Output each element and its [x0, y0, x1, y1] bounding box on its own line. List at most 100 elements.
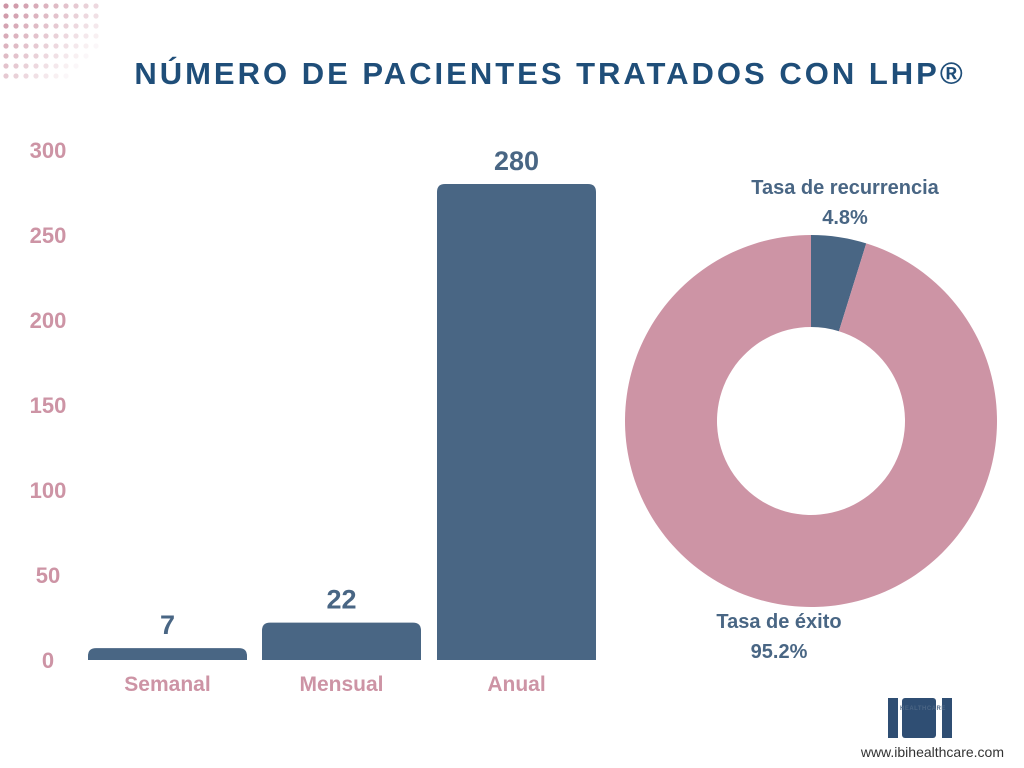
logo-subtext: HEALTHCARE: [900, 706, 946, 712]
decorative-dot: [3, 23, 9, 29]
decorative-dot: [83, 13, 89, 19]
bar-value-label: 22: [326, 585, 356, 615]
bar-anual: [437, 184, 596, 660]
decorative-dot: [33, 53, 39, 59]
decorative-dot: [3, 73, 9, 79]
decorative-dot: [33, 23, 39, 29]
decorative-dot: [13, 63, 19, 69]
decorative-dot: [23, 63, 29, 69]
decorative-dot: [43, 63, 49, 69]
decorative-dot: [53, 13, 59, 19]
donut-slice-recurrencia: [811, 235, 867, 332]
decorative-dot: [43, 43, 49, 49]
x-category-label: Mensual: [299, 673, 383, 696]
decorative-dot: [23, 13, 29, 19]
x-category-label: Anual: [487, 673, 545, 696]
decorative-dot: [3, 53, 9, 59]
decorative-dot: [23, 23, 29, 29]
decorative-dot: [13, 53, 19, 59]
decorative-dot: [43, 3, 49, 9]
decorative-dot: [33, 3, 39, 9]
decorative-dot: [13, 23, 19, 29]
decorative-dot: [33, 13, 39, 19]
decorative-dot: [13, 73, 19, 79]
decorative-dot: [33, 43, 39, 49]
decorative-dot: [3, 13, 9, 19]
decorative-dot: [73, 53, 79, 59]
decorative-dot: [63, 43, 69, 49]
decorative-dot: [53, 3, 59, 9]
logo-mark: [888, 698, 952, 738]
decorative-dot: [33, 33, 39, 39]
decorative-dot: [3, 63, 9, 69]
decorative-dot: [23, 53, 29, 59]
decorative-dot: [53, 33, 59, 39]
decorative-dot: [43, 33, 49, 39]
y-tick-label: 150: [30, 393, 67, 418]
decorative-dot: [53, 43, 59, 49]
decorative-dot: [93, 23, 99, 29]
y-tick-label: 0: [42, 648, 54, 673]
decorative-dot: [53, 63, 59, 69]
decorative-dot: [73, 43, 79, 49]
decorative-dot: [63, 73, 69, 79]
decorative-dot: [83, 43, 89, 49]
decorative-dot: [73, 33, 79, 39]
decorative-dot: [83, 33, 89, 39]
decorative-dot-pattern: [3, 3, 99, 79]
decorative-dot: [23, 3, 29, 9]
decorative-dot: [3, 33, 9, 39]
bar-value-label: 7: [160, 610, 175, 640]
bar-value-label: 280: [494, 146, 539, 176]
decorative-dot: [43, 73, 49, 79]
decorative-dot: [83, 3, 89, 9]
decorative-dot: [13, 43, 19, 49]
decorative-dot: [93, 13, 99, 19]
company-logo: HEALTHCARE: [888, 698, 960, 738]
decorative-dot: [13, 3, 19, 9]
decorative-dot: [13, 33, 19, 39]
y-tick-label: 300: [30, 138, 67, 163]
decorative-dot: [23, 33, 29, 39]
decorative-dot: [83, 53, 89, 59]
decorative-dot: [33, 73, 39, 79]
decorative-dot: [3, 3, 9, 9]
decorative-dot: [73, 23, 79, 29]
bar-mensual: [262, 622, 421, 660]
y-tick-label: 250: [30, 223, 67, 248]
decorative-dot: [43, 53, 49, 59]
decorative-dot: [63, 53, 69, 59]
decorative-dot: [23, 43, 29, 49]
decorative-dot: [73, 63, 79, 69]
decorative-dot: [93, 3, 99, 9]
decorative-dot: [83, 23, 89, 29]
decorative-dot: [33, 63, 39, 69]
decorative-dot: [63, 3, 69, 9]
decorative-dot: [63, 33, 69, 39]
chart-title: NÚMERO DE PACIENTES TRATADOS CON LHP®: [134, 56, 966, 91]
decorative-dot: [53, 73, 59, 79]
donut-slice-exito: [625, 235, 997, 608]
decorative-dot: [93, 33, 99, 39]
decorative-dot: [73, 13, 79, 19]
bar-semanal: [88, 648, 247, 660]
decorative-dot: [13, 13, 19, 19]
donut-slice-value: 4.8%: [822, 207, 868, 229]
decorative-dot: [53, 23, 59, 29]
decorative-dot: [43, 13, 49, 19]
y-tick-label: 200: [30, 308, 67, 333]
decorative-dot: [53, 53, 59, 59]
y-tick-label: 50: [36, 563, 60, 588]
decorative-dot: [63, 23, 69, 29]
donut-slice-value: 95.2%: [751, 641, 808, 663]
decorative-dot: [93, 43, 99, 49]
decorative-dot: [3, 43, 9, 49]
website-url: www.ibihealthcare.com: [860, 744, 1004, 760]
decorative-dot: [73, 3, 79, 9]
decorative-dot: [63, 63, 69, 69]
decorative-dot: [63, 13, 69, 19]
x-category-label: Semanal: [124, 673, 210, 696]
decorative-dot: [23, 73, 29, 79]
decorative-dot: [43, 23, 49, 29]
